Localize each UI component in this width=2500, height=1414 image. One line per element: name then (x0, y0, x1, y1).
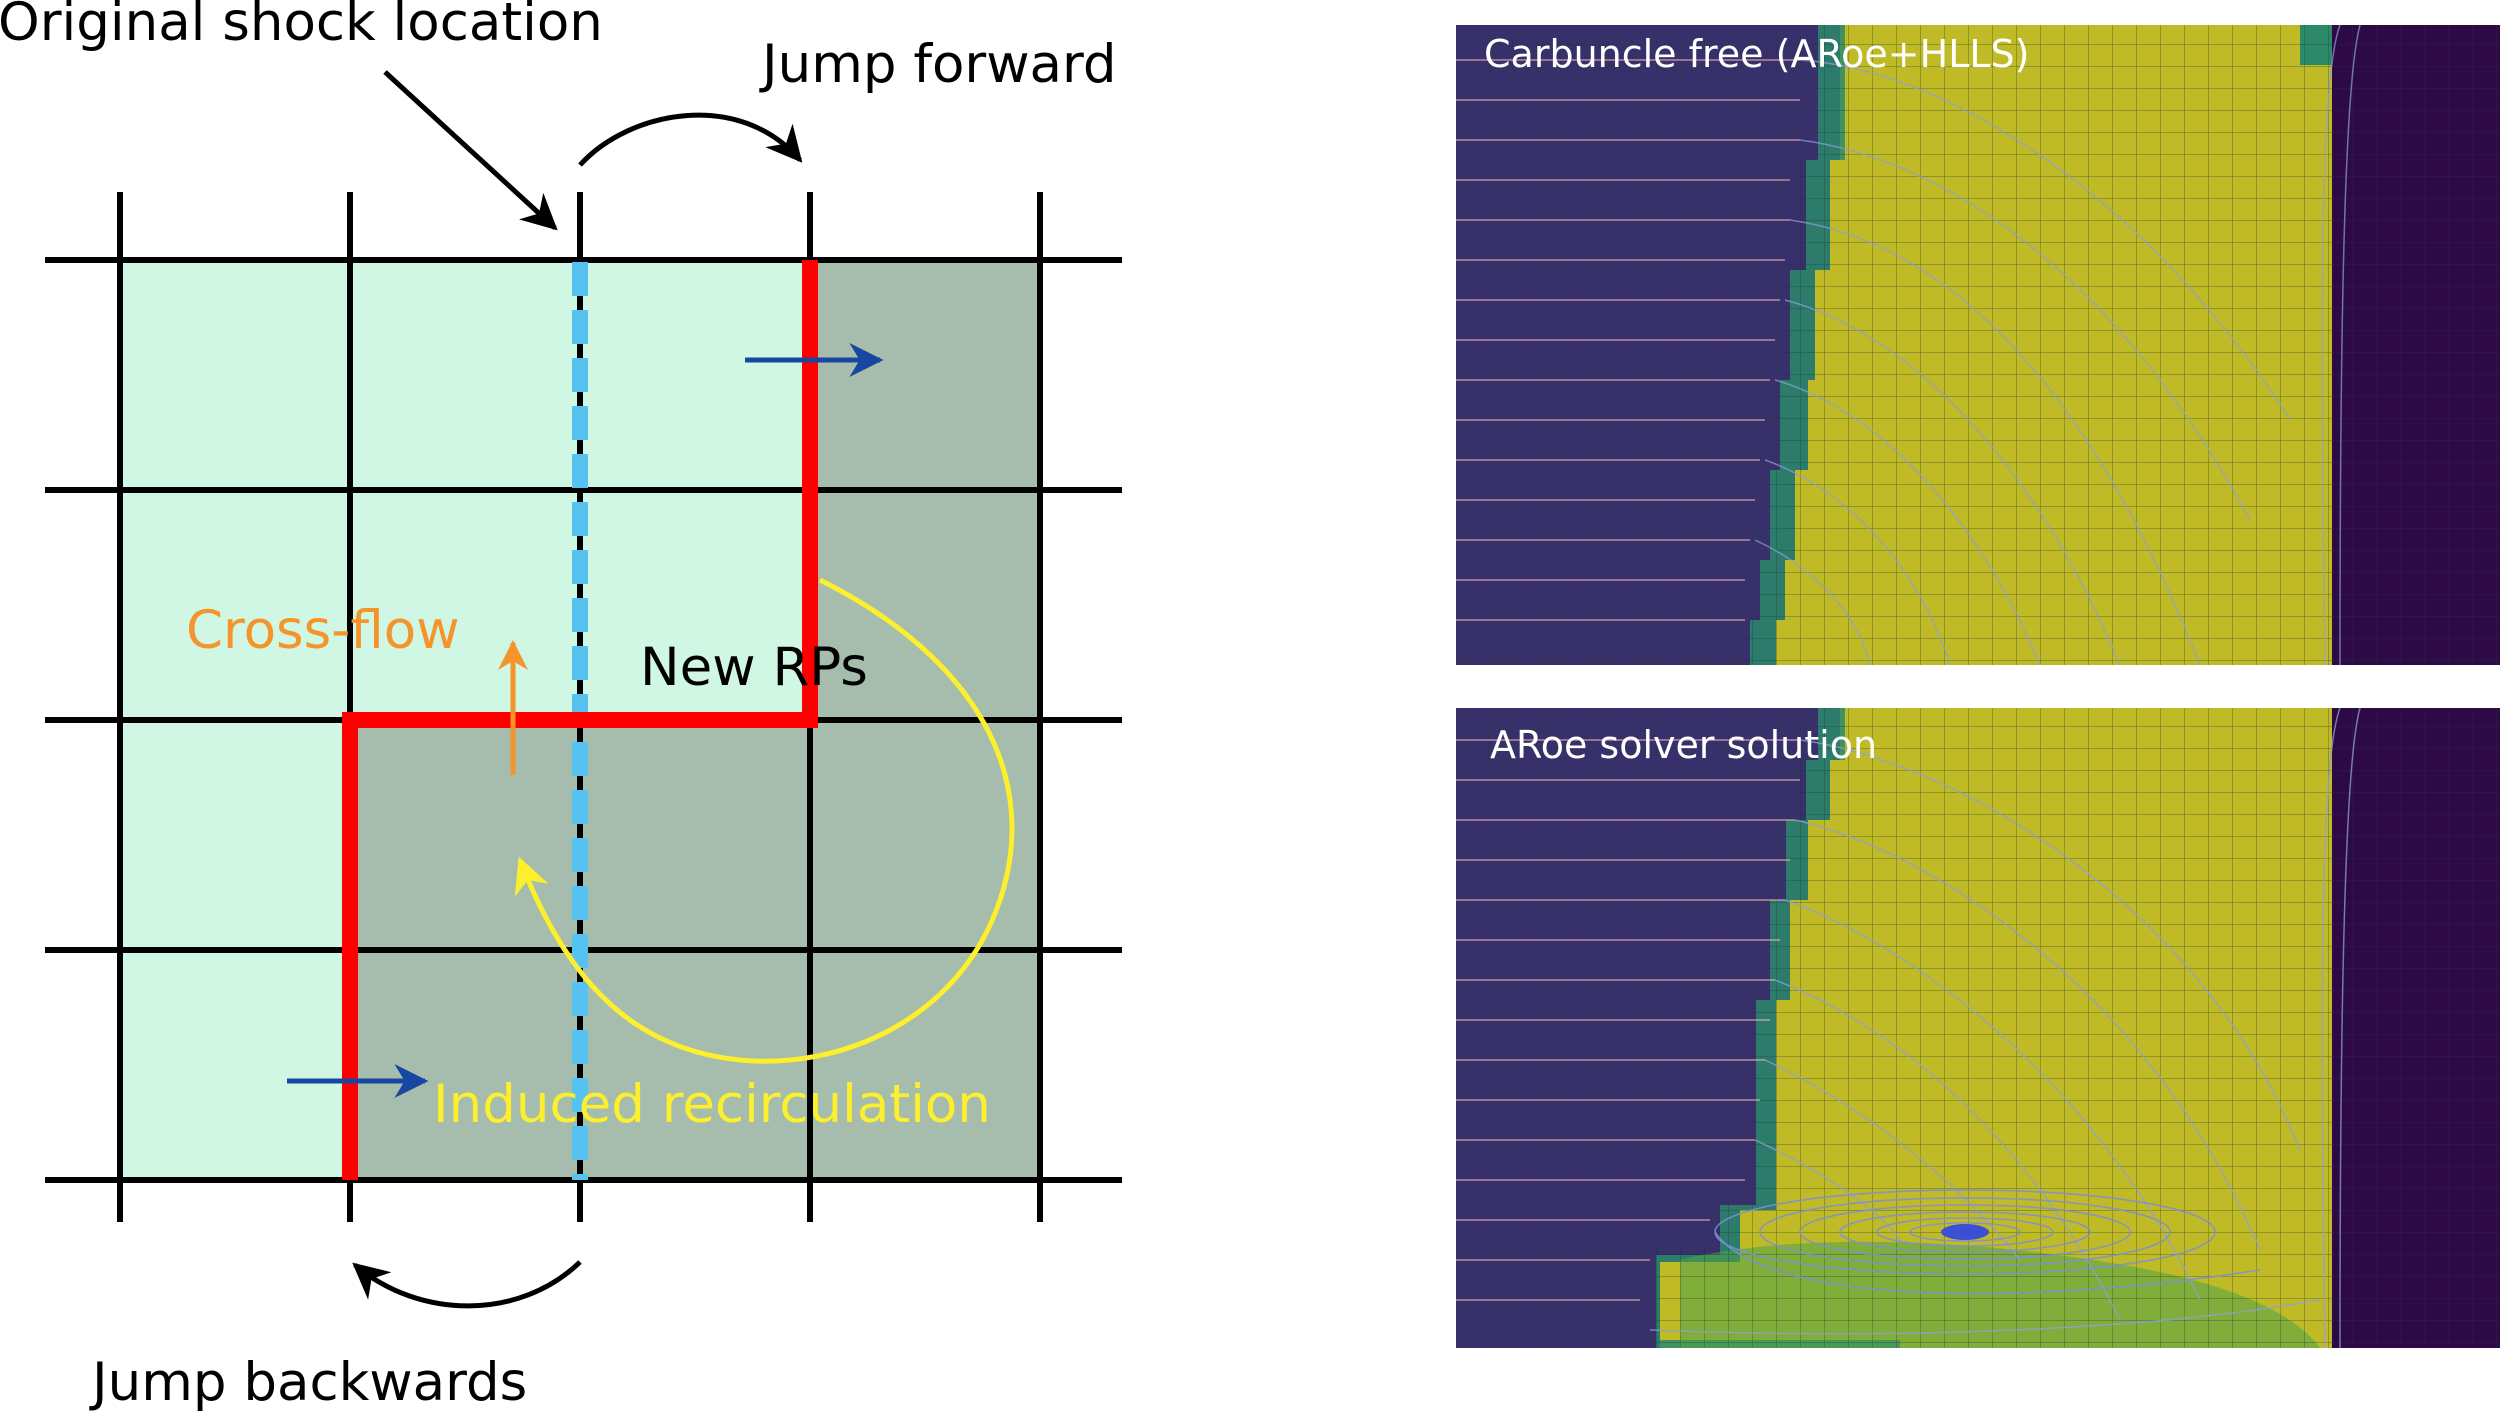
vortex-core (1941, 1224, 1989, 1240)
original-shock-pointer (383, 70, 558, 231)
upstream-streamlines (1456, 739, 1800, 1301)
shock-layer-streamlines (1649, 708, 2361, 1348)
label-original-shock: Original shock location (0, 0, 603, 53)
vortex-streamlines (1714, 1189, 2261, 1295)
label-cross-flow: Cross-flow (186, 600, 460, 661)
upstream-streamlines (1456, 59, 1800, 621)
recirculation-arrow (514, 577, 1015, 1064)
label-jump-forward: Jump forward (759, 34, 1117, 95)
shock-layer-streamlines (1754, 25, 2361, 665)
label-jump-backwards: Jump backwards (89, 1352, 527, 1413)
label-induced-recirculation: Induced recirculation (433, 1074, 991, 1135)
panel-aroe-solution: ARoe solver solution (1456, 708, 2500, 1348)
jump-forward-arrow (578, 112, 803, 167)
shock-schematic: Original shock location Jump forward Cro… (0, 0, 1122, 1413)
panel-bottom-title: ARoe solver solution (1490, 723, 1877, 767)
label-new-rps: New RPs (640, 637, 868, 698)
jump-backwards-arrow (352, 1260, 582, 1309)
panel-carbuncle-free: Carbuncle free (ARoe+HLLS) (1456, 25, 2500, 665)
fine-grid-overlay (1456, 25, 2500, 665)
panel-top-title: Carbuncle free (ARoe+HLLS) (1484, 32, 2030, 76)
new-shock-front (342, 260, 818, 1180)
